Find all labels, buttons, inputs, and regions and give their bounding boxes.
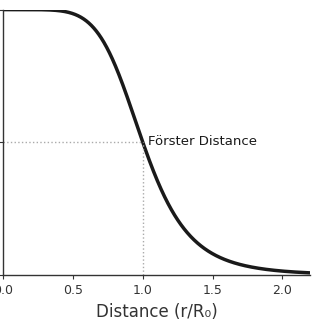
X-axis label: Distance (r/R₀): Distance (r/R₀): [96, 303, 218, 320]
Text: Förster Distance: Förster Distance: [148, 135, 257, 148]
